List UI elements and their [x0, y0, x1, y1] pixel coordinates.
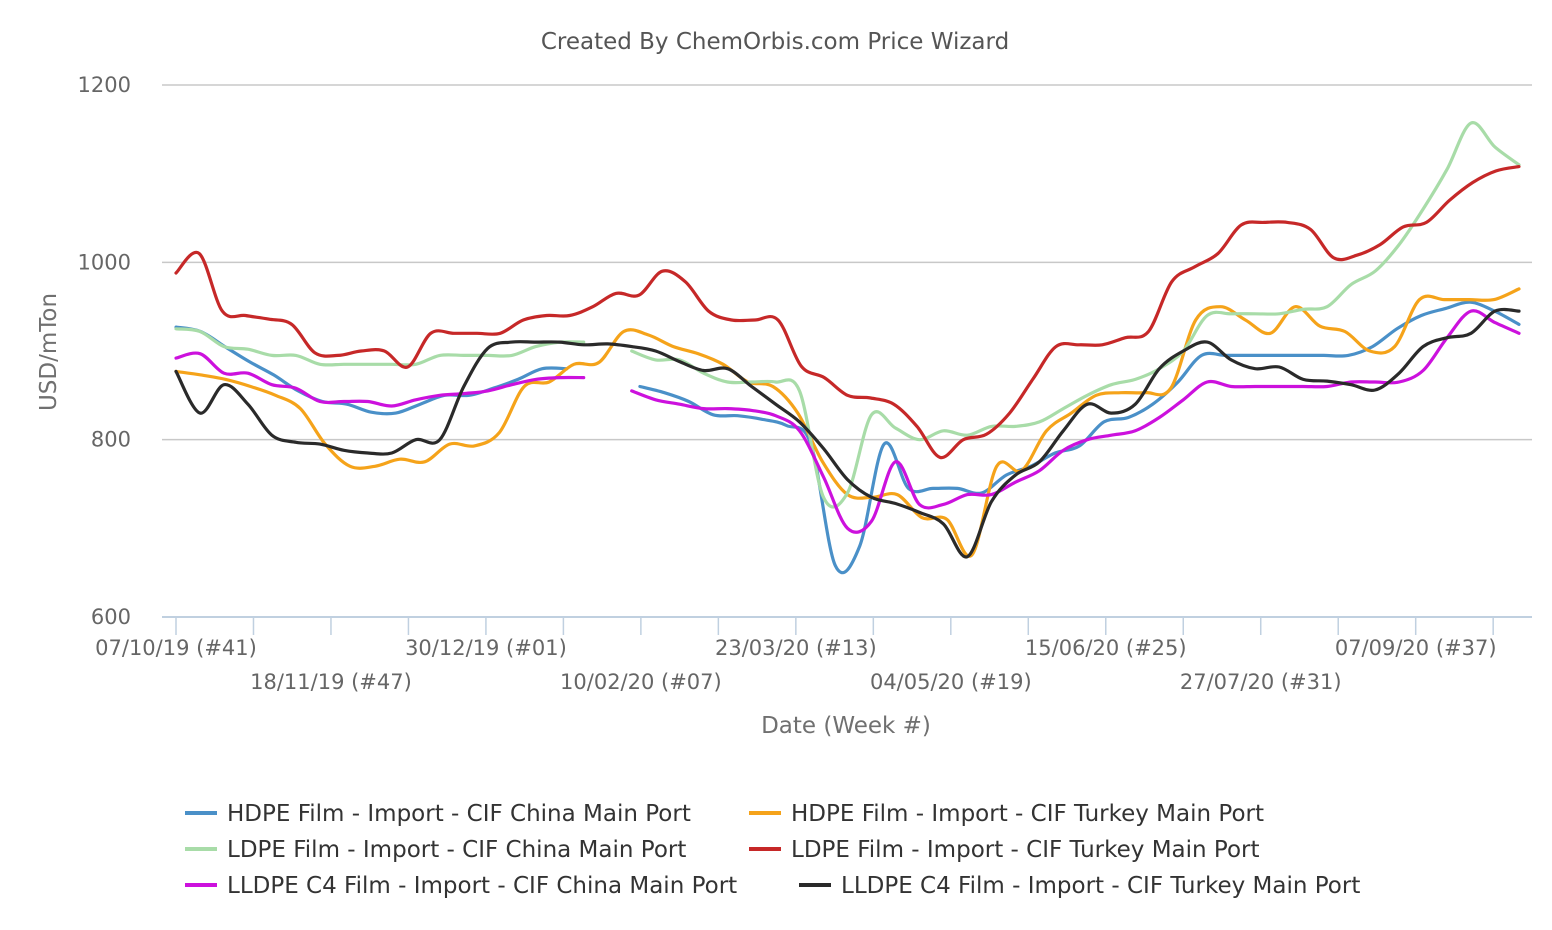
- y-axis-title: USD/mTon: [36, 293, 62, 411]
- legend: HDPE Film - Import - CIF China Main Port…: [185, 801, 1360, 899]
- legend-label: HDPE Film - Import - CIF Turkey Main Por…: [791, 801, 1264, 827]
- legend-label: LLDPE C4 Film - Import - CIF China Main …: [227, 873, 737, 899]
- x-tick-label: 07/09/20 (#37): [1335, 636, 1497, 660]
- x-tick-label: 30/12/19 (#01): [405, 636, 567, 660]
- x-tick-label: 10/02/20 (#07): [560, 670, 722, 694]
- gridlines: [162, 84, 1532, 441]
- legend-label: LLDPE C4 Film - Import - CIF Turkey Main…: [841, 873, 1360, 899]
- x-tick-label: 15/06/20 (#25): [1025, 636, 1187, 660]
- series-line-5: [174, 309, 1521, 534]
- y-axis-ticks: 600 800 1000 1200: [78, 73, 131, 629]
- y-tick-label: 600: [91, 605, 131, 629]
- legend-item[interactable]: LDPE Film - Import - CIF Turkey Main Por…: [749, 837, 1260, 863]
- chart-title: Created By ChemOrbis.com Price Wizard: [541, 29, 1009, 55]
- y-tick-label: 1200: [78, 73, 131, 97]
- x-tick-label: 07/10/19 (#41): [95, 636, 257, 660]
- legend-item[interactable]: LLDPE C4 Film - Import - CIF Turkey Main…: [799, 873, 1360, 899]
- legend-item[interactable]: HDPE Film - Import - CIF China Main Port: [185, 801, 691, 827]
- x-axis-title: Date (Week #): [761, 713, 931, 739]
- legend-label: LDPE Film - Import - CIF China Main Port: [227, 837, 686, 863]
- y-tick-label: 800: [91, 428, 131, 452]
- x-tick-label: 04/05/20 (#19): [870, 670, 1032, 694]
- x-tick-label: 18/11/19 (#47): [250, 670, 412, 694]
- series-line-6: [174, 307, 1521, 559]
- legend-item[interactable]: HDPE Film - Import - CIF Turkey Main Por…: [749, 801, 1264, 827]
- series-line-1: [174, 300, 1521, 575]
- legend-label: LDPE Film - Import - CIF Turkey Main Por…: [791, 837, 1260, 863]
- legend-label: HDPE Film - Import - CIF China Main Port: [227, 801, 691, 827]
- series-line-2: [174, 287, 1521, 558]
- legend-item[interactable]: LLDPE C4 Film - Import - CIF China Main …: [185, 873, 737, 899]
- series-line-4: [174, 165, 1521, 460]
- x-axis: 07/10/19 (#41) 18/11/19 (#47) 30/12/19 (#0…: [95, 616, 1532, 694]
- y-tick-label: 1000: [78, 250, 131, 274]
- series-lines: [174, 121, 1521, 575]
- x-tick-label: 27/07/20 (#31): [1180, 670, 1342, 694]
- legend-item[interactable]: LDPE Film - Import - CIF China Main Port: [185, 837, 686, 863]
- x-tick-label: 23/03/20 (#13): [715, 636, 877, 660]
- series-line-3: [174, 121, 1521, 509]
